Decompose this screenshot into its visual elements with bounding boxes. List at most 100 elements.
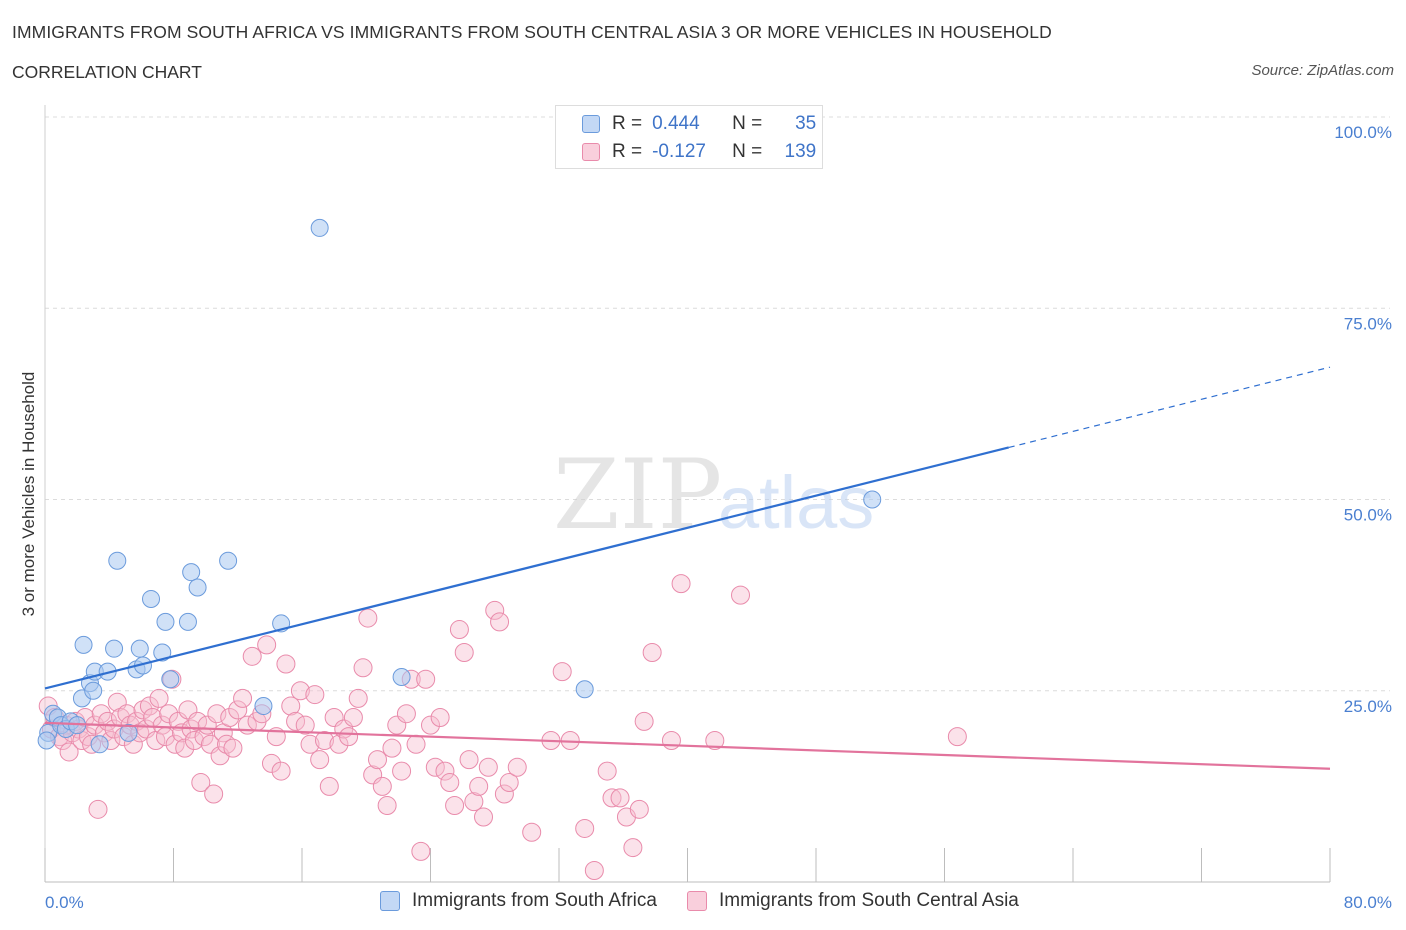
data-point — [220, 708, 240, 728]
data-point — [139, 696, 159, 716]
legend-swatch-pink — [582, 143, 600, 161]
data-point — [597, 761, 617, 781]
trendline-south-africa-extension — [1008, 366, 1331, 449]
data-point — [634, 711, 654, 731]
data-point — [142, 589, 161, 608]
y-axis-label: 3 or more Vehicles in Household — [19, 372, 38, 617]
data-point — [37, 731, 56, 750]
data-point — [300, 734, 320, 754]
data-point — [522, 822, 542, 842]
data-point — [382, 738, 402, 758]
legend-n-label: N = — [732, 113, 763, 134]
data-point — [207, 704, 227, 724]
legend-r-label: R = — [612, 141, 643, 162]
data-point — [629, 799, 649, 819]
data-point — [440, 773, 460, 793]
data-point — [152, 715, 172, 735]
data-point — [290, 681, 310, 701]
x-tick-label: 0.0% — [45, 893, 84, 912]
data-point — [223, 738, 243, 758]
legend-label-south-central-asia: Immigrants from South Central Asia — [718, 890, 1019, 911]
data-point — [416, 669, 436, 689]
data-point — [372, 776, 392, 796]
legend-swatch-south-africa — [380, 891, 400, 911]
data-point — [233, 688, 253, 708]
data-point — [343, 708, 363, 728]
legend-n-value: 139 — [784, 141, 817, 162]
data-point — [478, 757, 498, 777]
legend-n-value: 35 — [795, 113, 817, 134]
data-point — [314, 730, 334, 750]
data-point — [184, 730, 204, 750]
data-point — [348, 688, 368, 708]
data-point — [165, 734, 185, 754]
data-point — [459, 750, 479, 770]
data-point — [584, 861, 604, 881]
legend-r-value: -0.127 — [652, 141, 706, 162]
data-point — [358, 608, 378, 628]
correlation-legend: R = 0.444 N = 35 R = -0.127 N = 139 — [555, 105, 823, 169]
data-point — [430, 708, 450, 728]
y-tick-label: 50.0% — [1344, 506, 1392, 525]
data-point — [219, 551, 238, 570]
data-point — [310, 750, 330, 770]
data-point — [642, 643, 662, 662]
data-point — [947, 727, 967, 747]
data-point — [339, 727, 359, 747]
data-point — [119, 723, 138, 742]
data-point — [425, 757, 445, 777]
data-point — [396, 704, 416, 724]
data-point — [105, 639, 124, 658]
data-point — [310, 218, 329, 237]
data-point — [661, 730, 681, 750]
data-point — [863, 490, 882, 509]
data-point — [117, 704, 137, 724]
data-point — [257, 635, 277, 655]
data-point — [499, 773, 519, 793]
data-point — [90, 735, 109, 754]
data-point — [485, 600, 505, 620]
data-point — [156, 612, 175, 631]
data-point — [610, 788, 630, 808]
legend-row-blue: R = 0.444 N = 35 — [582, 112, 816, 136]
chart-subtitle: CORRELATION CHART — [12, 62, 202, 82]
data-point — [445, 796, 465, 815]
legend-item-south-africa: Immigrants from South Africa — [380, 890, 657, 912]
trend-lines — [44, 366, 1331, 770]
x-tick-label: 80.0% — [1344, 893, 1392, 912]
legend-swatch-south-central-asia — [686, 891, 707, 911]
watermark-atlas: atlas — [718, 461, 874, 544]
data-point — [84, 681, 103, 700]
grid-lines — [45, 116, 1390, 692]
data-point — [204, 784, 224, 804]
data-point — [392, 667, 411, 686]
data-point — [188, 578, 207, 597]
y-tick-label: 25.0% — [1344, 697, 1392, 716]
axes — [44, 105, 1331, 883]
legend-swatch-blue — [582, 115, 600, 133]
data-point — [149, 688, 169, 708]
data-point — [552, 662, 572, 682]
watermark: ZIP atlas — [553, 439, 874, 551]
data-point — [623, 838, 643, 858]
legend-r-label: R = — [612, 113, 643, 134]
data-point — [88, 799, 108, 819]
legend-r-value: 0.444 — [652, 113, 700, 134]
legend-item-south-central-asia: Immigrants from South Central Asia — [686, 890, 1019, 912]
data-point — [191, 773, 211, 793]
data-point — [295, 715, 315, 735]
data-point — [242, 646, 262, 666]
legend-label-south-africa: Immigrants from South Africa — [412, 890, 657, 911]
data-point — [182, 563, 201, 582]
data-point — [411, 841, 431, 861]
data-point — [286, 711, 306, 731]
legend-row-pink: R = -0.127 N = 139 — [582, 140, 816, 164]
data-point — [575, 680, 594, 699]
chart-title: IMMIGRANTS FROM SOUTH AFRICA VS IMMIGRAN… — [12, 22, 1052, 42]
data-point — [464, 792, 484, 812]
data-point — [91, 704, 111, 724]
data-point — [261, 753, 281, 773]
data-point — [159, 704, 179, 724]
data-point — [454, 643, 474, 662]
